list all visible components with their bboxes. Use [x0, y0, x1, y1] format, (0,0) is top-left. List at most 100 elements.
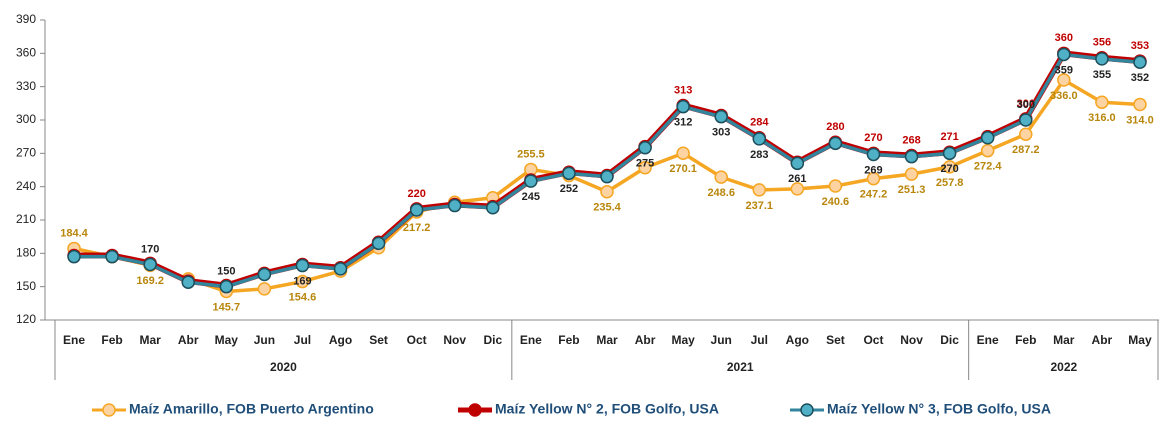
data-label: 169	[293, 275, 311, 287]
y-tick-label: 240	[16, 179, 36, 193]
x-tick-label: Set	[826, 333, 845, 347]
data-label: 270.1	[669, 163, 697, 175]
marker	[1133, 97, 1147, 112]
marker	[371, 236, 386, 251]
x-tick-label: Mar	[596, 333, 618, 347]
data-label: 356	[1093, 37, 1111, 49]
data-label: 220	[407, 188, 425, 200]
data-label: 235.4	[593, 202, 621, 214]
y-tick-label: 180	[16, 246, 36, 260]
x-tick-label: Oct	[863, 333, 883, 347]
x-tick-label: Jun	[254, 333, 275, 347]
y-tick-label: 120	[16, 312, 36, 326]
marker	[67, 249, 81, 264]
marker	[600, 185, 614, 199]
marker	[257, 282, 272, 296]
marker	[562, 166, 576, 181]
x-tick-label: Feb	[558, 333, 579, 347]
marker	[866, 147, 881, 162]
marker	[1133, 55, 1147, 69]
year-label: 2020	[270, 360, 297, 374]
data-label: 272.4	[974, 161, 1002, 173]
marker	[447, 198, 462, 213]
data-label: 275	[636, 158, 654, 170]
marker	[714, 170, 728, 184]
legend-marker	[102, 403, 116, 417]
legend-label: Maíz Yellow N° 3, FOB Golfo, USA	[827, 401, 1051, 417]
y-tick-label: 150	[16, 279, 36, 293]
data-label: 150	[217, 266, 235, 278]
data-label: 303	[712, 127, 730, 139]
data-label: 237.1	[746, 200, 774, 212]
marker	[676, 99, 690, 114]
series	[67, 47, 1147, 294]
x-tick-label: Ago	[329, 333, 352, 347]
x-tick-label: Abr	[178, 333, 199, 347]
marker	[638, 161, 652, 175]
data-label: 184.4	[60, 227, 88, 239]
data-label: 245	[522, 191, 540, 203]
data-label: 270	[864, 132, 882, 144]
marker	[980, 143, 995, 158]
legend-marker	[800, 403, 814, 417]
marker	[904, 167, 919, 181]
marker	[1057, 47, 1071, 62]
marker	[333, 262, 348, 276]
marker	[790, 182, 805, 196]
marker	[752, 132, 767, 146]
x-tick-label: Set	[369, 333, 388, 347]
marker	[600, 169, 614, 184]
x-tick-label: Mar	[1053, 333, 1075, 347]
marker	[904, 149, 919, 164]
x-tick-label: Mar	[140, 333, 162, 347]
x-tick-label: Feb	[101, 333, 122, 347]
data-label: 359	[1055, 64, 1073, 76]
x-tick-label: Ene	[520, 333, 542, 347]
data-label: 252	[560, 183, 578, 195]
x-tick-label: Abr	[635, 333, 656, 347]
data-label: 287.2	[1012, 144, 1040, 156]
data-label: 240.6	[822, 196, 850, 208]
marker	[1019, 113, 1033, 127]
marker	[790, 156, 805, 171]
data-label: 251.3	[898, 184, 926, 196]
x-tick-label: Jun	[711, 333, 732, 347]
marker	[980, 131, 995, 145]
data-label: 257.8	[936, 177, 964, 189]
marker	[714, 109, 728, 124]
data-label: 283	[750, 149, 768, 161]
x-tick-label: May	[671, 333, 695, 347]
y-tick-label: 300	[16, 112, 36, 126]
marker	[828, 136, 843, 151]
marker	[143, 257, 157, 272]
y-tick-label: 360	[16, 46, 36, 60]
data-label: 247.2	[860, 189, 888, 201]
x-tick-label: Feb	[1015, 333, 1036, 347]
data-label: 271	[940, 131, 958, 143]
marker	[1057, 73, 1071, 87]
marker	[181, 275, 195, 289]
data-label: 316.0	[1088, 112, 1116, 124]
year-label: 2022	[1050, 360, 1077, 374]
y-tick-label: 210	[16, 212, 36, 226]
data-label: 336.0	[1050, 90, 1078, 102]
data-label: 270	[940, 163, 958, 175]
y-tick-label: 270	[16, 146, 36, 160]
marker	[295, 274, 310, 289]
data-label: 217.2	[403, 222, 431, 234]
x-tick-label: Jul	[294, 333, 311, 347]
x-tick-label: Dic	[940, 333, 959, 347]
series	[67, 73, 1147, 299]
x-tick-label: May	[215, 333, 239, 347]
x-tick-label: Ene	[63, 333, 85, 347]
year-label: 2021	[727, 360, 754, 374]
marker	[638, 141, 652, 155]
marker	[486, 201, 500, 215]
data-label: 355	[1093, 69, 1111, 81]
x-tick-label: Nov	[443, 333, 466, 347]
marker	[257, 267, 272, 282]
data-label: 255.5	[517, 148, 545, 160]
legend-label: Maíz Amarillo, FOB Puerto Argentino	[129, 401, 374, 417]
marker	[409, 203, 424, 217]
y-tick-label: 330	[16, 79, 36, 93]
